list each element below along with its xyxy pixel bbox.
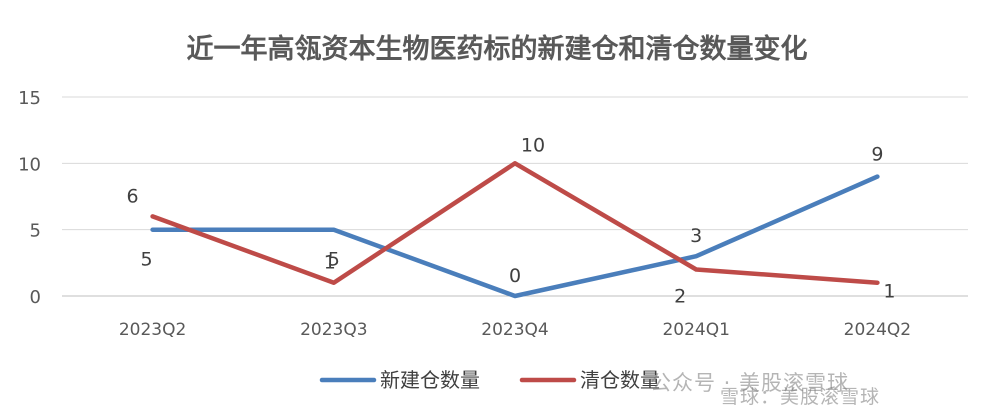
watermark-left: 公众号 · 美股滚雪球: [650, 371, 850, 395]
y-tick-label: 15: [18, 88, 41, 109]
watermark-right: 雪球：美股滚雪球: [720, 386, 881, 408]
x-tick-label: 2023Q2: [119, 320, 186, 340]
data-label: 1: [883, 281, 895, 303]
legend-label: 新建仓数量: [380, 368, 480, 392]
y-tick-label: 5: [30, 221, 41, 242]
data-label: 0: [509, 265, 521, 287]
data-label: 1: [324, 252, 336, 274]
data-label: 3: [690, 225, 702, 247]
x-tick-label: 2023Q4: [481, 320, 548, 340]
y-tick-label: 10: [18, 154, 41, 175]
series-line-1: [150, 161, 880, 285]
data-label: 2: [674, 285, 686, 307]
x-tick-label: 2023Q3: [300, 320, 367, 340]
legend: 新建仓数量 清仓数量: [319, 368, 660, 392]
data-label: 6: [127, 185, 139, 207]
data-label: 10: [521, 134, 545, 156]
x-tick-label: 2024Q1: [662, 320, 729, 340]
series-lines: [150, 161, 880, 299]
data-labels: 5 5 0 3 9 6 1 10 2 1: [127, 134, 896, 307]
x-tick-label: 2024Q2: [844, 320, 911, 340]
y-tick-label: 0: [30, 287, 41, 308]
data-label: 9: [871, 144, 883, 166]
series-line-0: [150, 174, 880, 299]
legend-label: 清仓数量: [580, 368, 660, 392]
x-axis: 2023Q2 2023Q3 2023Q4 2024Q1 2024Q2: [119, 320, 911, 340]
data-label: 5: [141, 249, 153, 271]
data-label: 5: [328, 249, 340, 271]
y-axis: 0 5 10 15: [18, 88, 41, 308]
chart-title: 近一年高瓴资本生物医药标的新建仓和清仓数量变化: [187, 33, 808, 65]
